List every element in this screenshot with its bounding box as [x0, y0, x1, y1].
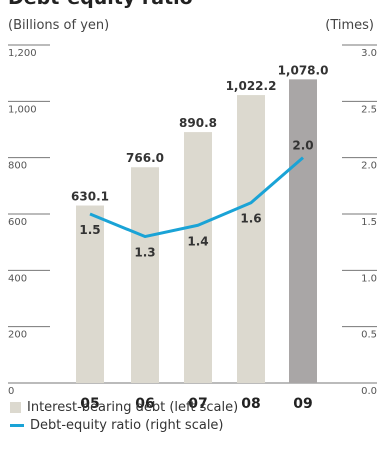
bar: [184, 132, 212, 383]
category-label: 08: [241, 396, 260, 412]
legend-item-line: Debt-equity ratio (right scale): [10, 418, 224, 433]
category-label: 06: [135, 396, 154, 412]
left-tick-label: 1,000: [8, 104, 37, 115]
category-label: 05: [80, 396, 99, 412]
bar-value-label: 630.1: [71, 190, 109, 204]
ratio-value-label: 1.4: [187, 234, 208, 248]
right-axis-unit: (Times): [325, 18, 374, 33]
category-label: 09: [293, 396, 312, 412]
left-tick-label: 1,200: [8, 48, 37, 59]
bars: [76, 79, 317, 384]
right-tick-label: 0.5: [361, 330, 377, 341]
legend-line-label: Debt-equity ratio (right scale): [30, 418, 224, 433]
axes: 0 0.0 200 0.5 400 1.0 600 1.5 800 2.0 1,000 2.5 1,20…: [8, 44, 377, 412]
ratio-line: [89, 156, 304, 239]
bar: [237, 95, 265, 384]
bar-value-label: 766.0: [126, 151, 164, 165]
left-tick-label: 0: [8, 386, 14, 397]
right-tick-label: 2.0: [361, 161, 377, 172]
legend-bar-swatch: [10, 402, 21, 413]
bar: [76, 205, 104, 383]
legend-bar-label: Interest-bearing debt (left scale): [27, 400, 239, 415]
right-tick-label: 3.0: [361, 48, 377, 59]
left-tick-label: 600: [8, 217, 27, 228]
bar: [289, 79, 317, 383]
left-tick-label: 200: [8, 330, 27, 341]
bar: [131, 167, 159, 383]
right-tick-label: 0.0: [361, 386, 377, 397]
ratio-value-label: 2.0: [292, 139, 313, 153]
bar-value-label: 1,078.0: [278, 63, 329, 77]
data-labels: 630.1 766.0 890.8 1,022.21,078.0 1.5 1.3 1.4 1.…: [71, 63, 328, 259]
ratio-value-label: 1.3: [134, 246, 155, 260]
left-tick-label: 800: [8, 161, 27, 172]
category-label: 07: [188, 396, 207, 412]
left-tick-label: 400: [8, 273, 27, 284]
bar-value-label: 1,022.2: [226, 79, 277, 93]
chart-title: Debt-equity ratio: [8, 0, 193, 9]
legend-line-swatch: [10, 424, 24, 427]
left-axis-unit: (Billions of yen): [8, 18, 109, 33]
legend-item-bars: Interest-bearing debt (left scale): [10, 400, 238, 415]
right-tick-label: 1.0: [361, 273, 377, 284]
right-tick-label: 1.5: [361, 217, 377, 228]
right-tick-label: 2.5: [361, 104, 377, 115]
ratio-line-path: [89, 156, 304, 239]
ratio-value-label: 1.6: [240, 212, 261, 226]
bar-value-label: 890.8: [179, 116, 217, 130]
ratio-value-label: 1.5: [79, 223, 100, 237]
